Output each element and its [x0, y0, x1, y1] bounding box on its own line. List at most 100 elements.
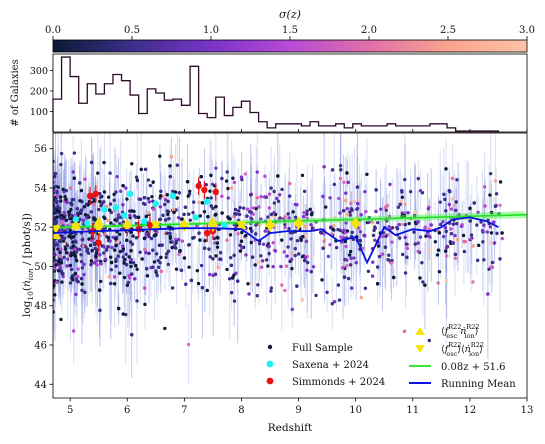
full-sample-point — [215, 241, 220, 245]
full-sample-point — [154, 252, 159, 256]
full-sample-point — [55, 209, 60, 213]
full-sample-point — [127, 255, 131, 259]
full-sample-point — [108, 239, 112, 243]
full-sample-point — [114, 264, 118, 268]
full-sample-point — [266, 264, 270, 268]
full-sample-point — [374, 188, 378, 192]
full-sample-point — [403, 202, 407, 207]
full-sample-point — [322, 232, 326, 236]
full-sample-point — [165, 193, 169, 197]
full-sample-point — [345, 212, 350, 217]
full-sample-point — [79, 252, 83, 257]
full-sample-point — [236, 209, 241, 213]
full-sample-point — [435, 253, 440, 257]
full-sample-point — [471, 244, 475, 248]
full-sample-point — [408, 189, 413, 194]
full-sample-point — [471, 280, 475, 284]
legend-simmonds: Simmonds + 2024 — [266, 377, 385, 388]
full-sample-point — [76, 267, 80, 271]
full-sample-point — [71, 277, 75, 282]
full-sample-point — [138, 250, 142, 254]
full-sample-point — [398, 236, 402, 240]
full-sample-point — [53, 180, 55, 185]
full-sample-point — [53, 280, 55, 284]
full-sample-point — [418, 276, 422, 280]
full-sample-point — [56, 259, 61, 264]
full-sample-point — [332, 223, 336, 228]
full-sample-point — [118, 249, 123, 254]
full-sample-point — [236, 232, 240, 236]
scatter-xtick-label: 6 — [124, 405, 130, 416]
full-sample-point — [398, 202, 402, 206]
legend-triangle-down: ⟨fR22 esc⟩⟨ṅR22 ion⟩ — [415, 341, 484, 358]
full-sample-point — [488, 225, 493, 229]
simmonds-point — [146, 222, 154, 229]
full-sample-point — [75, 207, 80, 211]
full-sample-point — [200, 201, 205, 205]
full-sample-point — [65, 200, 69, 205]
full-sample-point — [114, 237, 118, 241]
full-sample-point — [293, 215, 298, 219]
full-sample-point — [472, 201, 476, 205]
full-sample-point — [397, 222, 401, 227]
full-sample-point — [183, 205, 188, 209]
triangle-down-marker — [93, 225, 104, 235]
full-sample-point — [290, 307, 294, 312]
full-sample-point — [62, 255, 66, 260]
full-sample-point — [187, 212, 191, 216]
full-sample-point — [121, 312, 125, 316]
full-sample-point — [371, 233, 376, 238]
full-sample-point — [352, 256, 356, 260]
full-sample-point — [53, 216, 55, 221]
histogram-ylabel: # of Galaxies — [10, 59, 21, 126]
full-sample-point — [483, 204, 487, 208]
full-sample-point — [220, 211, 224, 215]
full-sample-point — [146, 211, 151, 215]
saxena-point — [141, 218, 148, 225]
full-sample-point — [280, 187, 284, 192]
histogram-panel: 100 200 300 # of Galaxies — [10, 53, 528, 133]
full-sample-point — [438, 222, 443, 227]
full-sample-point — [345, 263, 349, 268]
saxena-point — [152, 200, 159, 207]
full-sample-point — [99, 279, 103, 284]
full-sample-point — [263, 229, 267, 233]
full-sample-point — [495, 231, 499, 236]
full-sample-point — [454, 200, 458, 204]
full-sample-point — [305, 209, 309, 213]
full-sample-point — [108, 202, 113, 206]
full-sample-point — [449, 227, 453, 231]
full-sample-point — [128, 240, 133, 244]
full-sample-point — [354, 260, 358, 265]
full-sample-point — [81, 237, 85, 242]
full-sample-point — [385, 203, 389, 208]
colorbar-label: σ(z) — [279, 8, 301, 21]
full-sample-point — [443, 197, 447, 202]
full-sample-point — [322, 165, 326, 169]
full-sample-point — [59, 195, 63, 199]
full-sample-point — [129, 209, 134, 213]
full-sample-point — [462, 249, 467, 254]
histogram-ytick-label: 300 — [30, 66, 48, 77]
saxena-point — [192, 214, 199, 221]
full-sample-point — [209, 173, 213, 178]
full-sample-point — [300, 173, 305, 178]
full-sample-point — [129, 264, 133, 269]
full-sample-point — [79, 259, 84, 264]
full-sample-point — [454, 221, 459, 226]
full-sample-point — [209, 204, 213, 208]
full-sample-point — [256, 283, 260, 287]
full-sample-point — [236, 279, 240, 283]
full-sample-point — [238, 249, 243, 253]
full-sample-point — [198, 238, 202, 242]
full-sample-point — [124, 186, 128, 190]
full-sample-point — [174, 267, 179, 271]
full-sample-point — [396, 205, 401, 209]
svg-text:0.08z + 51.6: 0.08z + 51.6 — [441, 362, 506, 373]
full-sample-point — [400, 190, 404, 194]
full-sample-point — [74, 250, 79, 254]
full-sample-point — [302, 210, 306, 215]
full-sample-point — [343, 231, 347, 235]
full-sample-point — [53, 258, 56, 263]
scatter-xtick-label: 5 — [67, 405, 73, 416]
